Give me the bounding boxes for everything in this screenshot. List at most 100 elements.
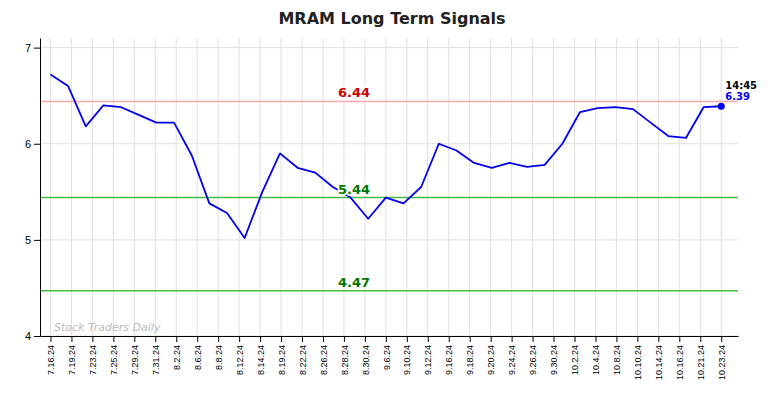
- x-tick-label: 9.6.24: [382, 345, 392, 370]
- y-tick: 4: [25, 330, 40, 342]
- x-tick-mark: [113, 336, 114, 342]
- x-tick: 10.14.24: [654, 336, 664, 380]
- x-tick-label: 7.19.24: [67, 345, 77, 375]
- x-tick-mark: [92, 336, 93, 342]
- x-tick-mark: [721, 336, 722, 342]
- x-tick-label: 8.2.24: [172, 345, 182, 370]
- x-tick-mark: [449, 336, 450, 342]
- x-tick-label: 8.22.24: [298, 345, 308, 375]
- x-tick-label: 7.23.24: [88, 345, 98, 375]
- series-line: [50, 75, 721, 238]
- x-tick-mark: [344, 336, 345, 342]
- x-tick-mark: [260, 336, 261, 342]
- x-tick-label: 8.30.24: [361, 345, 371, 375]
- annotations: 6.445.444.4714:456.39Stock Traders Daily: [54, 80, 757, 334]
- y-tick-mark: [34, 240, 40, 241]
- x-tick-mark: [470, 336, 471, 342]
- grid-line-y: [40, 239, 738, 240]
- x-tick: 8.14.24: [256, 336, 266, 375]
- x-tick: 9.30.24: [549, 336, 559, 375]
- x-tick-mark: [281, 336, 282, 342]
- x-tick-mark: [50, 336, 51, 342]
- x-tick: 8.30.24: [361, 336, 371, 375]
- x-tick: 7.25.24: [109, 336, 119, 375]
- x-tick-mark: [239, 336, 240, 342]
- x-tick-mark: [637, 336, 638, 342]
- grid-line-y: [40, 336, 738, 337]
- y-tick-mark: [34, 336, 40, 337]
- x-tick-mark: [491, 336, 492, 342]
- x-tick-label: 7.25.24: [109, 345, 119, 375]
- x-tick-label: 10.14.24: [654, 345, 664, 380]
- x-tick-label: 9.24.24: [507, 345, 517, 375]
- y-tick-mark: [34, 144, 40, 145]
- grid: [40, 38, 738, 336]
- reference-line: [40, 101, 738, 103]
- x-tick-mark: [595, 336, 596, 342]
- y-tick: 5: [25, 234, 40, 246]
- x-tick-label: 10.2.24: [570, 345, 580, 375]
- grid-line-y: [40, 143, 738, 144]
- x-tick-mark: [71, 336, 72, 342]
- x-tick-label: 10.10.24: [633, 345, 643, 380]
- x-axis: 7.16.247.19.247.23.247.25.247.29.247.31.…: [41, 336, 739, 380]
- x-tick: 9.20.24: [486, 336, 496, 375]
- x-tick-mark: [700, 336, 701, 342]
- x-tick-mark: [386, 336, 387, 342]
- x-tick-label: 8.19.24: [277, 345, 287, 375]
- x-tick: 8.2.24: [172, 336, 182, 370]
- y-tick-label: 5: [25, 234, 31, 246]
- x-tick: 7.19.24: [67, 336, 77, 375]
- x-tick: 8.6.24: [193, 336, 203, 370]
- y-tick: 7: [25, 42, 40, 54]
- x-tick: 10.23.24: [717, 336, 727, 380]
- chart: MRAM Long Term Signals7.16.247.19.247.23…: [0, 0, 784, 398]
- x-tick-label: 10.23.24: [717, 345, 727, 380]
- x-tick-label: 9.18.24: [465, 345, 475, 375]
- x-tick: 9.6.24: [382, 336, 392, 370]
- x-tick: 9.16.24: [444, 336, 454, 375]
- x-tick-mark: [134, 336, 135, 342]
- x-tick-label: 9.12.24: [423, 345, 433, 375]
- x-tick: 8.26.24: [319, 336, 329, 375]
- reference-line-label: 5.44: [338, 182, 370, 197]
- last-point: [718, 103, 725, 110]
- x-tick-mark: [218, 336, 219, 342]
- x-tick-mark: [302, 336, 303, 342]
- x-tick: 7.29.24: [130, 336, 140, 375]
- x-tick-mark: [323, 336, 324, 342]
- marks: [40, 75, 738, 291]
- x-tick-label: 7.16.24: [46, 345, 56, 375]
- last-point-time: 14:45: [725, 80, 757, 91]
- y-axis-line: [40, 39, 41, 337]
- reference-line-label: 6.44: [338, 85, 370, 100]
- x-tick-mark: [512, 336, 513, 342]
- x-tick: 8.8.24: [214, 336, 224, 370]
- x-tick-label: 8.26.24: [319, 345, 329, 375]
- x-tick: 9.12.24: [423, 336, 433, 375]
- x-tick-mark: [407, 336, 408, 342]
- y-tick-label: 7: [25, 42, 31, 54]
- x-axis-line: [41, 336, 739, 337]
- x-tick-mark: [679, 336, 680, 342]
- x-tick: 10.4.24: [591, 336, 601, 375]
- grid-line-y: [40, 47, 738, 48]
- x-tick-mark: [428, 336, 429, 342]
- x-tick: 9.18.24: [465, 336, 475, 375]
- x-tick-label: 8.12.24: [235, 345, 245, 375]
- x-tick: 8.22.24: [298, 336, 308, 375]
- x-tick-label: 10.21.24: [696, 345, 706, 380]
- x-tick-label: 10.8.24: [612, 345, 622, 375]
- x-tick-label: 8.28.24: [340, 345, 350, 375]
- x-tick-label: 9.20.24: [486, 345, 496, 375]
- x-tick-label: 9.10.24: [402, 345, 412, 375]
- x-tick-label: 9.26.24: [528, 345, 538, 375]
- x-tick-mark: [554, 336, 555, 342]
- x-tick-label: 8.8.24: [214, 345, 224, 370]
- y-tick: 6: [25, 138, 40, 150]
- x-tick-label: 8.6.24: [193, 345, 203, 370]
- x-tick-mark: [533, 336, 534, 342]
- x-tick: 7.16.24: [46, 336, 56, 375]
- x-tick-mark: [155, 336, 156, 342]
- y-axis: 4 5 6 7: [25, 39, 41, 343]
